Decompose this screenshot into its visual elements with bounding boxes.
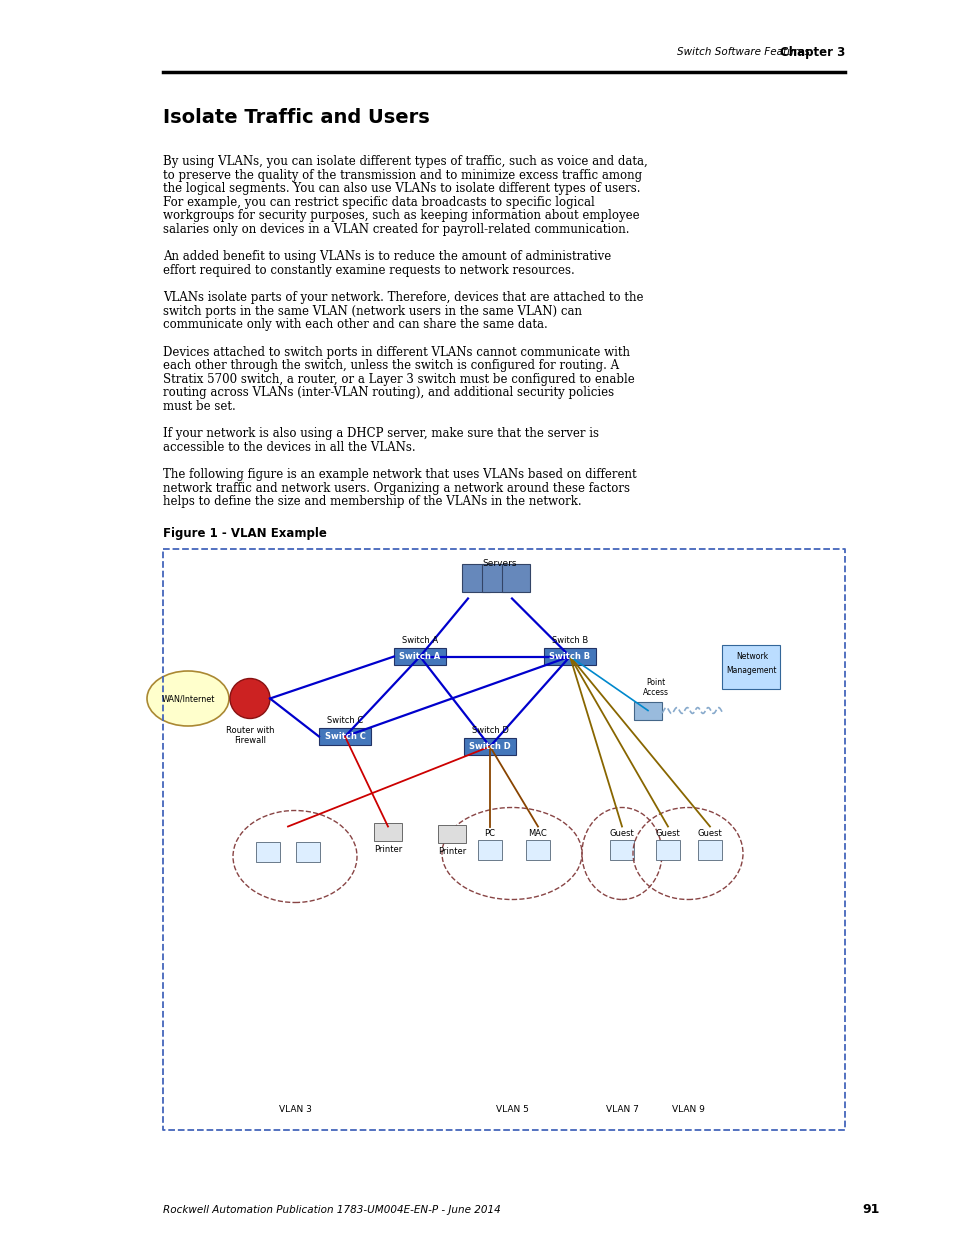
Circle shape bbox=[230, 678, 270, 719]
FancyBboxPatch shape bbox=[525, 840, 550, 860]
Text: Switch C: Switch C bbox=[327, 716, 363, 725]
FancyBboxPatch shape bbox=[501, 563, 530, 592]
Text: Switch A: Switch A bbox=[401, 636, 437, 645]
Text: Switch B: Switch B bbox=[551, 636, 587, 645]
Text: VLAN 5: VLAN 5 bbox=[495, 1105, 528, 1114]
FancyBboxPatch shape bbox=[477, 840, 501, 860]
Ellipse shape bbox=[147, 671, 229, 726]
Text: Guest: Guest bbox=[655, 829, 679, 839]
Text: Guest: Guest bbox=[697, 829, 721, 839]
Text: Isolate Traffic and Users: Isolate Traffic and Users bbox=[163, 107, 429, 127]
FancyBboxPatch shape bbox=[634, 701, 661, 720]
Text: Access: Access bbox=[642, 688, 668, 697]
Text: VLAN 3: VLAN 3 bbox=[278, 1105, 311, 1114]
Text: communicate only with each other and can share the same data.: communicate only with each other and can… bbox=[163, 317, 547, 331]
Text: routing across VLANs (inter-VLAN routing), and additional security policies: routing across VLANs (inter-VLAN routing… bbox=[163, 387, 614, 399]
Text: Guest: Guest bbox=[609, 829, 634, 839]
FancyBboxPatch shape bbox=[437, 825, 465, 842]
FancyBboxPatch shape bbox=[698, 840, 721, 860]
Text: Point: Point bbox=[646, 678, 665, 687]
Text: For example, you can restrict specific data broadcasts to specific logical: For example, you can restrict specific d… bbox=[163, 195, 594, 209]
FancyBboxPatch shape bbox=[394, 648, 446, 664]
Text: network traffic and network users. Organizing a network around these factors: network traffic and network users. Organ… bbox=[163, 482, 629, 494]
Text: An added benefit to using VLANs is to reduce the amount of administrative: An added benefit to using VLANs is to re… bbox=[163, 249, 611, 263]
Text: Router with: Router with bbox=[226, 726, 274, 735]
Text: PC: PC bbox=[484, 829, 495, 839]
Text: Firewall: Firewall bbox=[233, 736, 266, 745]
Text: VLANs isolate parts of your network. Therefore, devices that are attached to the: VLANs isolate parts of your network. The… bbox=[163, 291, 643, 304]
Text: Switch A: Switch A bbox=[399, 652, 440, 661]
Text: salaries only on devices in a VLAN created for payroll-related communication.: salaries only on devices in a VLAN creat… bbox=[163, 222, 629, 236]
Text: must be set.: must be set. bbox=[163, 399, 235, 412]
Text: workgroups for security purposes, such as keeping information about employee: workgroups for security purposes, such a… bbox=[163, 209, 639, 222]
FancyBboxPatch shape bbox=[295, 841, 319, 862]
Text: Management: Management bbox=[726, 666, 777, 676]
FancyBboxPatch shape bbox=[255, 841, 280, 862]
Text: Printer: Printer bbox=[374, 845, 402, 853]
Text: effort required to constantly examine requests to network resources.: effort required to constantly examine re… bbox=[163, 263, 574, 277]
Text: helps to define the size and membership of the VLANs in the network.: helps to define the size and membership … bbox=[163, 495, 581, 508]
FancyBboxPatch shape bbox=[461, 563, 490, 592]
Text: Printer: Printer bbox=[437, 847, 466, 856]
Text: accessible to the devices in all the VLANs.: accessible to the devices in all the VLA… bbox=[163, 441, 416, 453]
Text: to preserve the quality of the transmission and to minimize excess traffic among: to preserve the quality of the transmiss… bbox=[163, 168, 641, 182]
Text: VLAN 9: VLAN 9 bbox=[671, 1105, 703, 1114]
Text: switch ports in the same VLAN (network users in the same VLAN) can: switch ports in the same VLAN (network u… bbox=[163, 305, 581, 317]
Text: VLAN 7: VLAN 7 bbox=[605, 1105, 638, 1114]
FancyBboxPatch shape bbox=[721, 645, 780, 688]
FancyBboxPatch shape bbox=[318, 727, 371, 745]
Text: Switch B: Switch B bbox=[549, 652, 590, 661]
Text: Switch D: Switch D bbox=[469, 742, 511, 751]
Text: the logical segments. You can also use VLANs to isolate different types of users: the logical segments. You can also use V… bbox=[163, 182, 639, 195]
FancyBboxPatch shape bbox=[481, 563, 510, 592]
Text: WAN/Internet: WAN/Internet bbox=[161, 694, 214, 703]
Text: By using VLANs, you can isolate different types of traffic, such as voice and da: By using VLANs, you can isolate differen… bbox=[163, 156, 647, 168]
Text: Devices attached to switch ports in different VLANs cannot communicate with: Devices attached to switch ports in diff… bbox=[163, 346, 629, 358]
Text: Chapter 3: Chapter 3 bbox=[779, 46, 844, 58]
FancyBboxPatch shape bbox=[543, 648, 596, 664]
FancyBboxPatch shape bbox=[463, 739, 516, 755]
Text: Rockwell Automation Publication 1783-UM004E-EN-P - June 2014: Rockwell Automation Publication 1783-UM0… bbox=[163, 1205, 500, 1215]
Text: If your network is also using a DHCP server, make sure that the server is: If your network is also using a DHCP ser… bbox=[163, 427, 598, 440]
Text: 91: 91 bbox=[862, 1203, 879, 1216]
Text: The following figure is an example network that uses VLANs based on different: The following figure is an example netwo… bbox=[163, 468, 636, 480]
Text: Switch Software Features: Switch Software Features bbox=[677, 47, 809, 57]
Text: MAC: MAC bbox=[528, 829, 547, 839]
Text: Stratix 5700 switch, a router, or a Layer 3 switch must be configured to enable: Stratix 5700 switch, a router, or a Laye… bbox=[163, 373, 634, 385]
Text: Figure 1 - VLAN Example: Figure 1 - VLAN Example bbox=[163, 526, 327, 540]
FancyBboxPatch shape bbox=[374, 823, 401, 841]
FancyBboxPatch shape bbox=[656, 840, 679, 860]
Text: each other through the switch, unless the switch is configured for routing. A: each other through the switch, unless th… bbox=[163, 359, 618, 372]
Text: Switch D: Switch D bbox=[471, 726, 508, 735]
Text: Network: Network bbox=[735, 652, 767, 661]
FancyBboxPatch shape bbox=[609, 840, 634, 860]
Text: Servers: Servers bbox=[482, 559, 517, 568]
Text: Switch C: Switch C bbox=[324, 732, 365, 741]
